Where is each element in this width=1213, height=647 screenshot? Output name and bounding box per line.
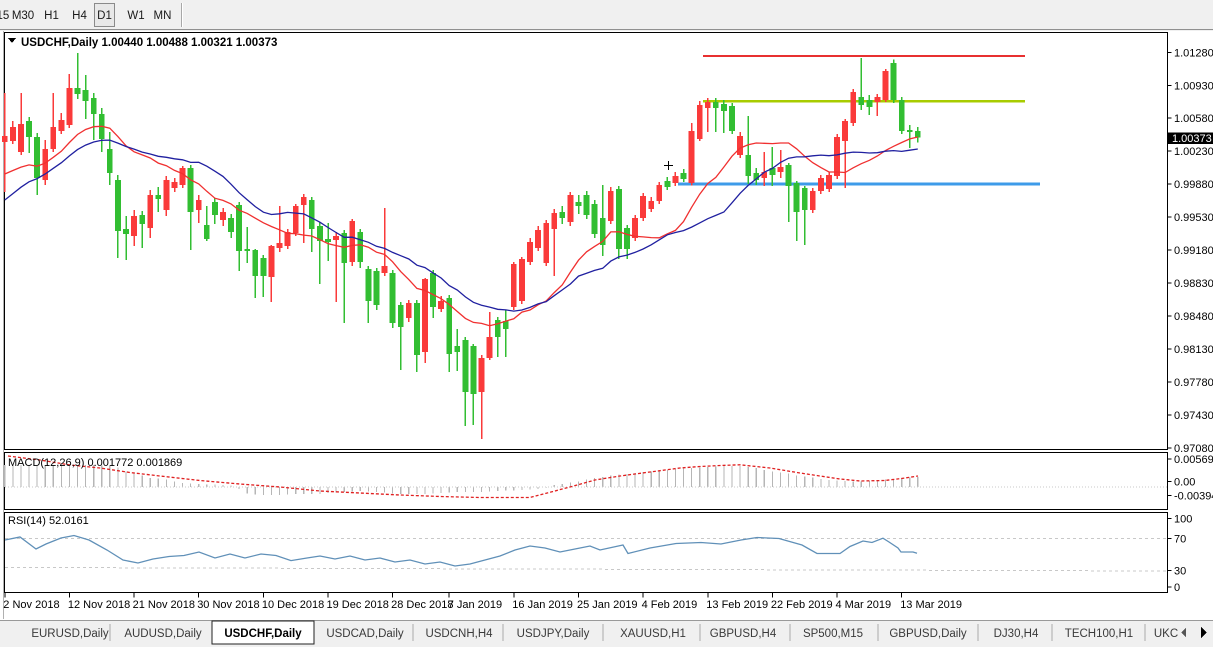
svg-text:19 Dec 2018: 19 Dec 2018 xyxy=(327,599,389,611)
svg-text:0.99880: 0.99880 xyxy=(1174,179,1213,191)
svg-text:1.00580: 1.00580 xyxy=(1174,113,1213,125)
svg-text:0.97080: 0.97080 xyxy=(1174,443,1213,455)
svg-text:1.00230: 1.00230 xyxy=(1174,146,1213,158)
svg-text:USDCNH,H4: USDCNH,H4 xyxy=(425,628,493,640)
svg-text:MACD(12,26,9) 0.001772 0.00186: MACD(12,26,9) 0.001772 0.001869 xyxy=(8,457,182,469)
svg-text:0.97430: 0.97430 xyxy=(1174,410,1213,422)
svg-text:0.98830: 0.98830 xyxy=(1174,278,1213,290)
svg-text:0.00: 0.00 xyxy=(1174,477,1195,489)
svg-text:EURUSD,Daily: EURUSD,Daily xyxy=(31,628,109,640)
svg-text:7 Jan 2019: 7 Jan 2019 xyxy=(448,599,502,611)
svg-text:TECH100,H1: TECH100,H1 xyxy=(1065,628,1133,640)
svg-text:10 Dec 2018: 10 Dec 2018 xyxy=(262,599,324,611)
svg-text:SP500,M15: SP500,M15 xyxy=(803,628,863,640)
svg-text:12 Nov 2018: 12 Nov 2018 xyxy=(68,599,130,611)
svg-text:15: 15 xyxy=(0,10,9,22)
svg-text:GBPUSD,Daily: GBPUSD,Daily xyxy=(889,628,967,640)
svg-text:RSI(14) 52.0161: RSI(14) 52.0161 xyxy=(8,515,89,527)
svg-text:MN: MN xyxy=(154,10,172,22)
svg-text:0.99180: 0.99180 xyxy=(1174,245,1213,257)
svg-text:100: 100 xyxy=(1174,513,1192,525)
svg-text:0.99530: 0.99530 xyxy=(1174,212,1213,224)
svg-text:USDCHF,Daily 1.00440 1.00488: USDCHF,Daily 1.00440 1.00488 1.00321 1.0… xyxy=(21,37,277,49)
svg-text:0.98480: 0.98480 xyxy=(1174,311,1213,323)
svg-text:1.00930: 1.00930 xyxy=(1174,80,1213,92)
svg-text:W1: W1 xyxy=(127,10,144,22)
svg-text:0.005691: 0.005691 xyxy=(1174,454,1213,466)
svg-text:GBPUSD,H4: GBPUSD,H4 xyxy=(710,628,777,640)
svg-text:4 Mar 2019: 4 Mar 2019 xyxy=(836,599,892,611)
svg-text:2 Nov 2018: 2 Nov 2018 xyxy=(3,599,59,611)
svg-text:25 Jan 2019: 25 Jan 2019 xyxy=(577,599,638,611)
svg-text:USDJPY,Daily: USDJPY,Daily xyxy=(517,628,590,640)
svg-text:30 Nov 2018: 30 Nov 2018 xyxy=(197,599,259,611)
svg-text:XAUUSD,H1: XAUUSD,H1 xyxy=(620,628,686,640)
svg-text:USDCHF,Daily: USDCHF,Daily xyxy=(224,628,302,640)
svg-text:UKC: UKC xyxy=(1154,628,1178,640)
svg-text:1.01280: 1.01280 xyxy=(1174,47,1213,59)
svg-text:D1: D1 xyxy=(97,10,112,22)
svg-text:13 Feb 2019: 13 Feb 2019 xyxy=(706,599,768,611)
svg-text:H4: H4 xyxy=(72,10,87,22)
svg-text:13 Mar 2019: 13 Mar 2019 xyxy=(900,599,962,611)
svg-text:DJ30,H4: DJ30,H4 xyxy=(994,628,1039,640)
svg-text:0.97780: 0.97780 xyxy=(1174,377,1213,389)
svg-text:4 Feb 2019: 4 Feb 2019 xyxy=(642,599,698,611)
svg-text:16 Jan 2019: 16 Jan 2019 xyxy=(512,599,573,611)
svg-text:AUDUSD,Daily: AUDUSD,Daily xyxy=(124,628,202,640)
svg-text:28 Dec 2018: 28 Dec 2018 xyxy=(391,599,453,611)
svg-text:70: 70 xyxy=(1174,534,1186,546)
svg-text:H1: H1 xyxy=(44,10,59,22)
svg-text:30: 30 xyxy=(1174,566,1186,578)
svg-text:-0.00394: -0.00394 xyxy=(1174,491,1213,503)
svg-text:M30: M30 xyxy=(12,10,34,22)
svg-text:21 Nov 2018: 21 Nov 2018 xyxy=(133,599,195,611)
svg-text:USDCAD,Daily: USDCAD,Daily xyxy=(326,628,404,640)
svg-text:0.98130: 0.98130 xyxy=(1174,344,1213,356)
svg-text:1.00373: 1.00373 xyxy=(1172,133,1212,145)
svg-text:22 Feb 2019: 22 Feb 2019 xyxy=(771,599,833,611)
svg-text:0: 0 xyxy=(1174,582,1180,594)
